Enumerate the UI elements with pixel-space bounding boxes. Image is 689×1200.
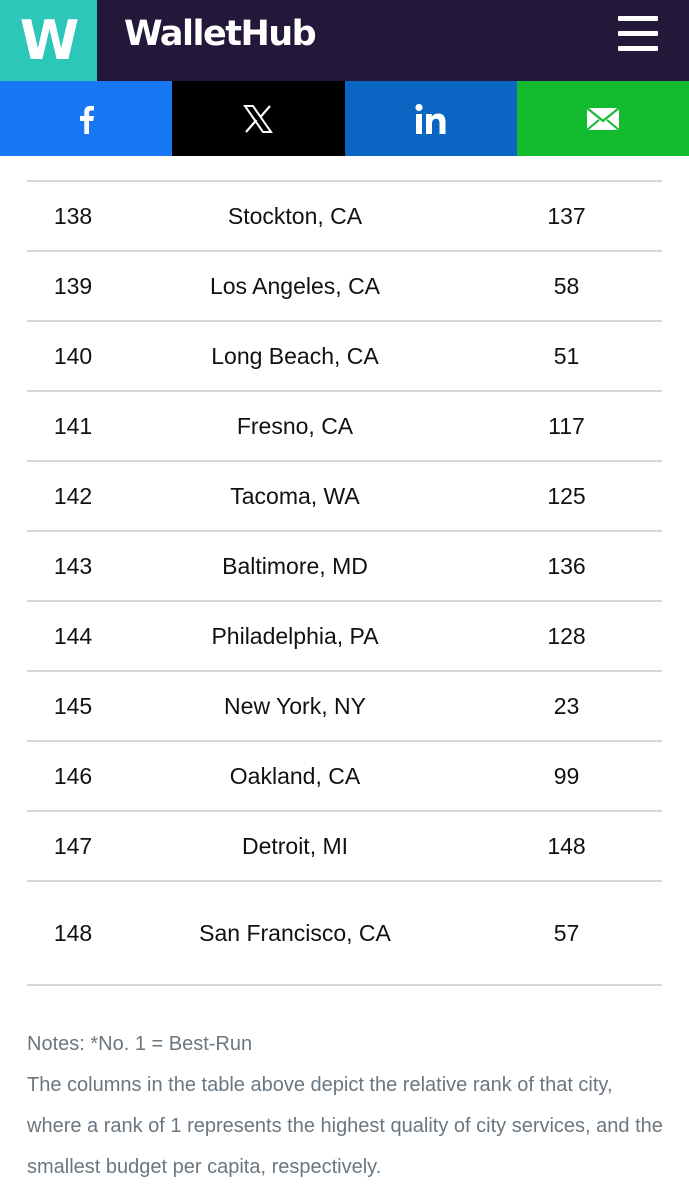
rank-cell: 147: [53, 832, 93, 859]
share-x-button[interactable]: [172, 81, 345, 156]
city-cell: San Francisco, CA: [199, 919, 391, 946]
site-header: W WalletHub: [0, 0, 689, 81]
rank-cell: 142: [53, 482, 93, 509]
table-row: 139 Los Angeles, CA 58: [27, 252, 662, 322]
notes-line: Notes: *No. 1 = Best-Run: [27, 1033, 253, 1055]
brand-name[interactable]: WalletHub: [124, 14, 317, 54]
rank-cell: 146: [53, 762, 93, 789]
share-facebook-button[interactable]: [0, 81, 173, 156]
value-cell: 57: [553, 919, 580, 946]
table-row: 148 San Francisco, CA 57: [27, 882, 662, 986]
value-cell: 51: [553, 342, 580, 369]
linkedin-icon: [415, 103, 446, 134]
value-cell: 117: [548, 412, 585, 439]
share-email-button[interactable]: [516, 81, 689, 156]
value-cell: 128: [547, 622, 586, 649]
rank-cell: 139: [53, 272, 93, 299]
table-row: 138 Stockton, CA 137: [27, 182, 662, 252]
table-row: 144 Philadelphia, PA 128: [27, 602, 662, 672]
rank-cell: 143: [53, 552, 93, 579]
rank-cell: 145: [53, 692, 93, 719]
rank-cell: 140: [53, 342, 93, 369]
value-cell: 23: [553, 692, 580, 719]
table-row-clipped: [27, 156, 662, 182]
share-bar: [0, 81, 689, 156]
rank-cell: 148: [53, 919, 93, 946]
city-cell: Tacoma, WA: [230, 482, 360, 509]
value-cell: 137: [547, 202, 586, 229]
logo-letter: W: [19, 9, 80, 72]
city-cell: Detroit, MI: [241, 832, 349, 859]
city-cell: Oakland, CA: [229, 762, 361, 789]
rank-cell: 141: [53, 412, 93, 439]
wallethub-logo[interactable]: W: [0, 0, 97, 81]
rank-cell: 138: [53, 202, 93, 229]
share-linkedin-button[interactable]: [344, 81, 517, 156]
table-row: 146 Oakland, CA 99: [27, 742, 662, 812]
table-row: 140 Long Beach, CA 51: [27, 322, 662, 392]
city-cell: Philadelphia, PA: [211, 622, 379, 649]
table-notes: Notes: *No. 1 = Best-Run The columns in …: [27, 1024, 667, 1188]
table-row: 141 Fresno, CA 117: [27, 392, 662, 462]
rank-cell: 144: [53, 622, 93, 649]
table-row: 147 Detroit, MI 148: [27, 812, 662, 882]
mail-icon: [586, 106, 620, 131]
city-cell: Los Angeles, CA: [209, 272, 381, 299]
facebook-icon: [80, 105, 95, 134]
value-cell: 148: [547, 832, 586, 859]
table-row: 142 Tacoma, WA 125: [27, 462, 662, 532]
city-ranking-table: 138 Stockton, CA 137 139 Los Angeles, CA 58 14…: [27, 156, 662, 986]
city-cell: Fresno, CA: [236, 412, 354, 439]
value-cell: 58: [553, 272, 580, 299]
table-row: 143 Baltimore, MD 136: [27, 532, 662, 602]
value-cell: 125: [547, 482, 586, 509]
table-row: 145 New York, NY 23: [27, 672, 662, 742]
hamburger-icon[interactable]: [612, 14, 662, 54]
city-cell: Baltimore, MD: [222, 552, 368, 579]
notes-description: The columns in the table above depict th…: [27, 1074, 663, 1178]
city-cell: New York, NY: [224, 692, 366, 719]
city-cell: Stockton, CA: [227, 202, 363, 229]
value-cell: 136: [547, 552, 586, 579]
x-icon: [243, 104, 274, 133]
city-cell: Long Beach, CA: [211, 342, 379, 369]
value-cell: 99: [553, 762, 580, 789]
